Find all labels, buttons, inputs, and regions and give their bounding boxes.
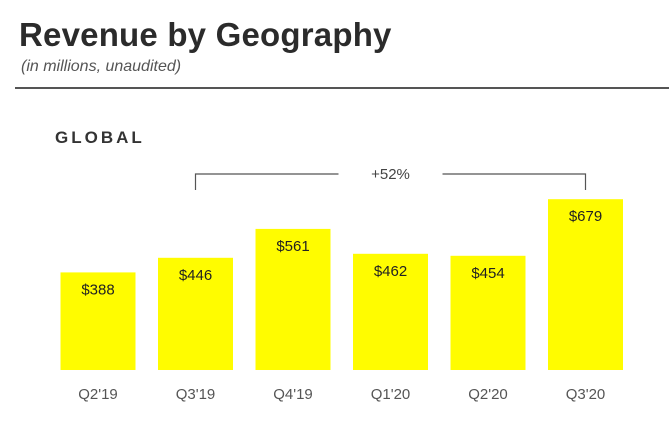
bar-Q3'19 [158, 257, 233, 370]
bar-Q4'19 [255, 228, 331, 370]
category-label: Q4'19 [273, 386, 313, 403]
bar-value-label: $446 [179, 267, 212, 284]
category-label: Q3'20 [566, 386, 606, 403]
page-subtitle: (in millions, unaudited) [21, 58, 182, 75]
bar-value-label: $388 [81, 281, 114, 298]
bar-Q2'20 [450, 255, 526, 370]
bracket-left-line [194, 173, 339, 190]
bars-group [60, 199, 623, 370]
bracket-right-line [442, 173, 587, 190]
category-label: Q3'19 [176, 386, 216, 403]
bar-value-label: $454 [471, 265, 504, 282]
page-title: Revenue by Geography [19, 16, 392, 53]
header-divider [15, 87, 669, 89]
category-label: Q1'20 [371, 386, 411, 403]
bar-Q1'20 [353, 253, 428, 370]
category-label: Q2'20 [468, 386, 508, 403]
bar-value-label: $561 [276, 238, 309, 255]
growth-annotation: +52% [194, 166, 587, 190]
growth-annotation-label: +52% [371, 166, 410, 183]
bar-Q2'19 [60, 272, 136, 370]
bar-value-label: $462 [374, 263, 407, 280]
bar-value-label: $679 [569, 208, 602, 225]
bar-Q3'20 [548, 199, 623, 370]
value-labels-group: $388 $446 $561 $462 $454 $679 [81, 208, 602, 298]
category-label: Q2'19 [78, 386, 118, 403]
section-label: GLOBAL [55, 128, 145, 147]
category-labels-group: Q2'19 Q3'19 Q4'19 Q1'20 Q2'20 Q3'20 [78, 386, 605, 403]
